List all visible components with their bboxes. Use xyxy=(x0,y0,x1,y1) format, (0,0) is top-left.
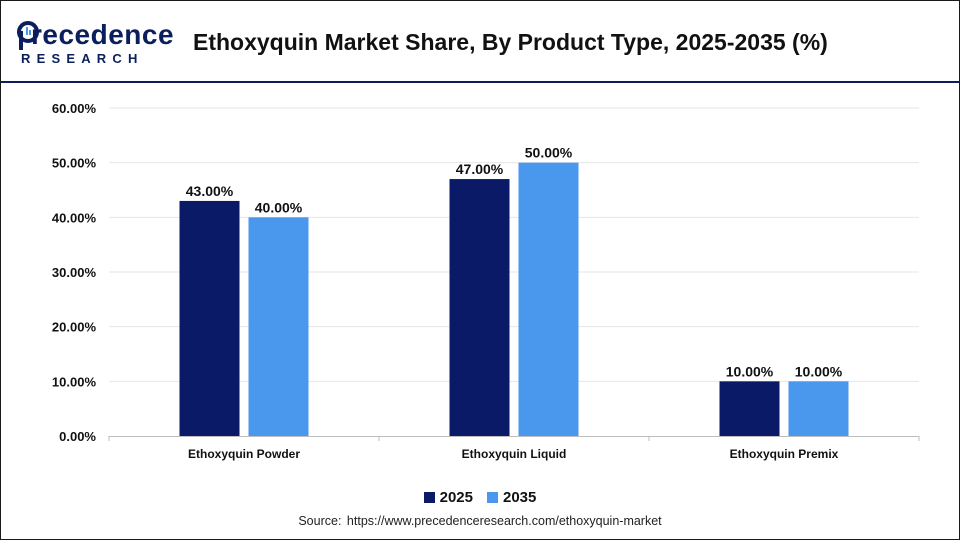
x-category-label: Ethoxyquin Powder xyxy=(188,447,300,461)
data-label: 43.00% xyxy=(186,183,234,199)
bar-chart: 0.00% 10.00% 20.00% 30.00% 40.00% 50.00% 60.00… xyxy=(52,101,920,461)
legend-label-2035: 2035 xyxy=(503,488,537,506)
legend-item-2025: 2025 xyxy=(423,488,473,506)
bar-2025-0 xyxy=(179,200,240,436)
chart-legend: 2025 2035 xyxy=(1,487,959,507)
chart-title: Ethoxyquin Market Share, By Product Type… xyxy=(193,29,828,55)
logo-wordmark: recedence xyxy=(31,19,175,50)
logo-subtitle: RESEARCH xyxy=(21,51,144,66)
bar-2035-0 xyxy=(248,217,309,436)
y-tick-label: 0.00% xyxy=(59,429,96,444)
y-tick-label: 10.00% xyxy=(52,374,97,389)
y-tick-label: 20.00% xyxy=(52,320,97,335)
bar-2025-2 xyxy=(719,381,780,436)
legend-swatch-2025 xyxy=(423,491,435,503)
y-tick-label: 50.00% xyxy=(52,156,97,171)
header-divider xyxy=(1,81,959,83)
source-link[interactable]: https://www.precedenceresearch.com/ethox… xyxy=(346,514,662,528)
y-tick-label: 30.00% xyxy=(52,265,97,280)
data-label: 47.00% xyxy=(456,161,504,177)
source-prefix: Source: xyxy=(298,514,342,528)
data-label: 10.00% xyxy=(795,363,843,379)
data-label: 50.00% xyxy=(525,145,573,161)
brand-logo: recedence RESEARCH xyxy=(17,15,174,67)
x-category-label: Ethoxyquin Premix xyxy=(730,447,839,461)
legend-item-2035: 2035 xyxy=(487,489,536,506)
legend-swatch-2035 xyxy=(487,491,498,503)
bar-2035-2 xyxy=(788,381,849,436)
header: recedence RESEARCH Ethoxyquin Market Sha… xyxy=(1,1,959,81)
x-category-label: Ethoxyquin Liquid xyxy=(462,447,567,461)
data-label: 10.00% xyxy=(726,363,774,379)
bar-2035-1 xyxy=(518,162,579,436)
bar-2025-1 xyxy=(449,179,510,437)
source-note: Source: https://www.precedenceresearch.c… xyxy=(1,514,959,528)
legend-label-2025: 2025 xyxy=(439,488,473,506)
logo-p-icon xyxy=(17,21,39,50)
y-tick-label: 40.00% xyxy=(52,210,97,225)
y-tick-label: 60.00% xyxy=(52,101,97,116)
data-label: 40.00% xyxy=(255,199,303,215)
